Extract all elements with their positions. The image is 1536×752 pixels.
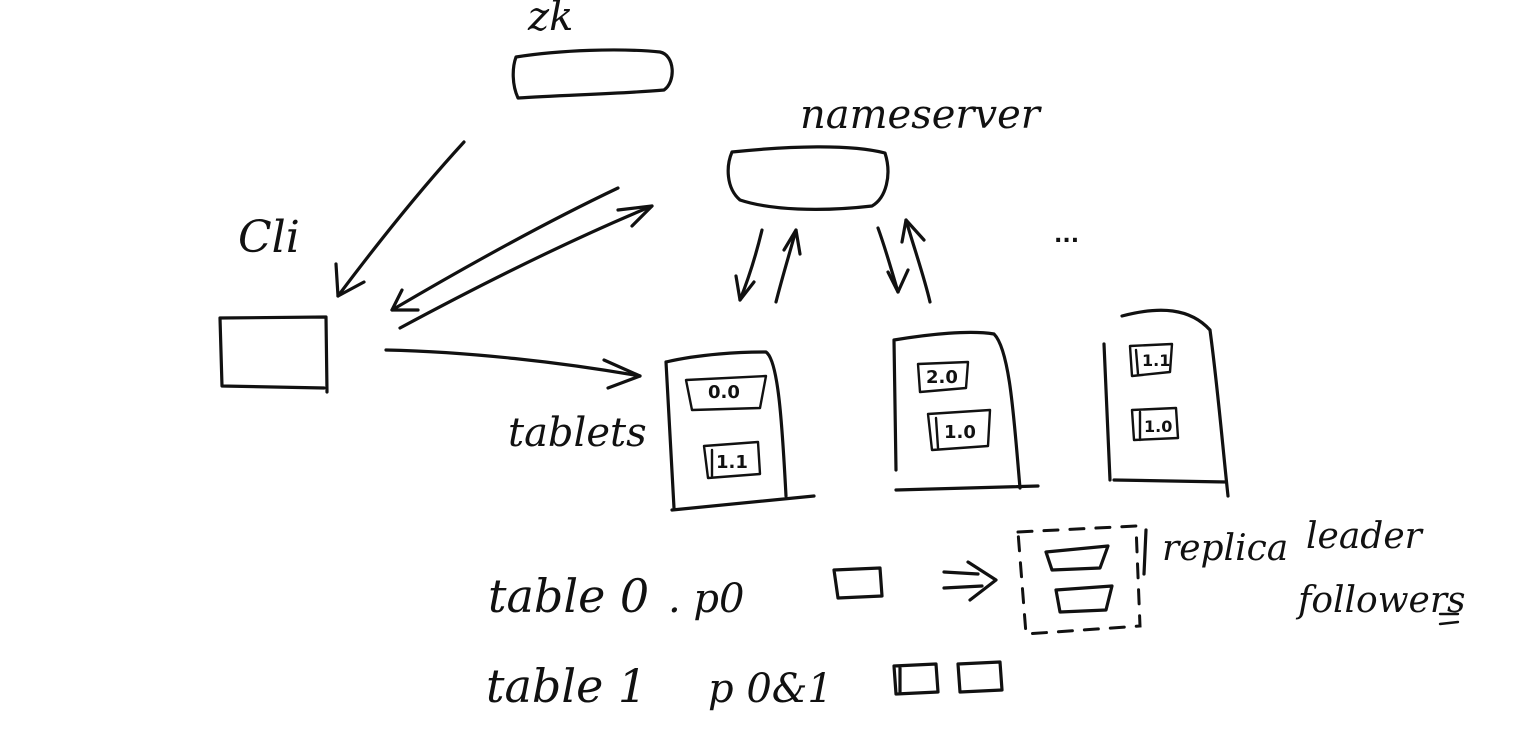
tablet-1-partition-a-box <box>684 374 768 412</box>
ellipsis-more-tablets: ... <box>1054 223 1079 248</box>
nameserver-box <box>726 145 890 211</box>
nameserver-to-cli-arrow <box>390 186 620 312</box>
tablet-3-partition-b-box <box>1130 406 1180 442</box>
cli-box <box>218 315 329 394</box>
tablets-label: tablets <box>508 410 647 456</box>
zk-node: zk <box>511 0 674 100</box>
cli-label: Cli <box>238 212 300 263</box>
note-table-0: table 0 . p0 <box>488 560 998 623</box>
zk-label: zk <box>527 0 573 40</box>
zk-to-cli-arrow <box>334 140 466 298</box>
tablet-2-partition-a-box <box>916 360 970 394</box>
nameserver-label: nameserver <box>800 92 1043 138</box>
tablet-1: 0.0 1.1 <box>664 350 816 512</box>
tablet-3-partition-b: 1.0 <box>1144 417 1172 436</box>
cli-to-tablet-arrow <box>384 348 642 390</box>
zk-box <box>511 48 674 100</box>
tablet-1-partition-a: 0.0 <box>708 382 740 403</box>
note-table-0-box <box>832 566 884 600</box>
replica-leader-box <box>1044 544 1110 572</box>
replica-label: replica <box>1162 528 1288 569</box>
tablet-2: 2.0 1.0 <box>892 330 1040 492</box>
note-table-0-partition: . p0 <box>668 576 744 622</box>
note-table-1-partition: p 0&1 <box>708 666 833 712</box>
tablet-1-partition-b-box <box>702 440 762 480</box>
implies-arrow <box>942 560 998 602</box>
replica-bracket <box>1142 528 1148 576</box>
replica-group: replica leader followers <box>1016 516 1466 636</box>
note-table-1-box-b <box>956 660 1004 694</box>
replica-follower-box <box>1054 584 1114 614</box>
tablet-1-body <box>664 350 816 512</box>
tablet-3-body <box>1102 308 1230 498</box>
tablet-1-partition-b: 1.1 <box>716 452 748 473</box>
cli-node: Cli <box>218 212 329 394</box>
tablet-2-body <box>892 330 1040 492</box>
tablet-3-partition-a-box <box>1128 342 1174 378</box>
tablet-3-partition-a: 1.1 <box>1142 351 1170 370</box>
note-table-1: table 1 p 0&1 <box>486 659 1004 713</box>
tablet-2-partition-a: 2.0 <box>926 367 958 388</box>
cli-to-nameserver-arrow <box>398 204 654 330</box>
note-table-1-name: table 1 <box>486 659 647 713</box>
tablet-2-partition-b: 1.0 <box>944 422 976 443</box>
leader-label: leader <box>1306 516 1424 557</box>
followers-label: followers <box>1295 580 1466 621</box>
note-table-0-name: table 0 <box>488 569 649 623</box>
followers-underline <box>1438 612 1460 626</box>
nameserver-node: nameserver <box>726 92 1043 211</box>
replica-dashed-border <box>1016 524 1142 636</box>
tablet-3: 1.1 1.0 <box>1102 308 1230 498</box>
tablet-2-partition-b-box <box>926 408 992 452</box>
note-table-1-box-a <box>892 662 940 696</box>
nameserver-tablet-arrows <box>734 218 932 304</box>
